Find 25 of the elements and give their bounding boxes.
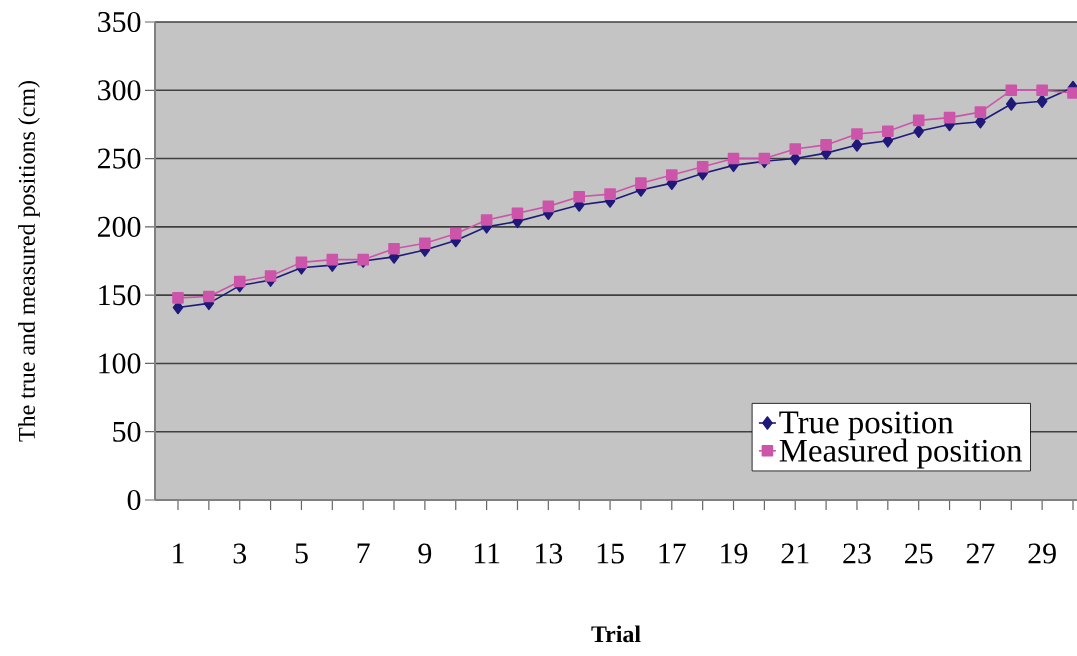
y-tick-label: 100 bbox=[99, 353, 141, 374]
x-tick-label: 19 bbox=[721, 543, 748, 564]
y-tick-label: 250 bbox=[97, 148, 141, 169]
y-axis-title: The true and measured positions (cm) bbox=[18, 81, 40, 442]
y-tick-label: 300 bbox=[98, 80, 141, 101]
x-tick-label: 1 bbox=[173, 543, 184, 564]
x-axis-title: Trial bbox=[591, 625, 641, 643]
x-tick-label: 21 bbox=[781, 543, 809, 564]
y-tick-label: 350 bbox=[98, 11, 141, 33]
x-tick-label: 7 bbox=[357, 543, 370, 564]
x-tick-label: 25 bbox=[905, 543, 933, 564]
x-tick-label: 13 bbox=[536, 543, 563, 564]
x-tick-label: 3 bbox=[233, 543, 247, 564]
y-tick-label: 150 bbox=[99, 285, 141, 306]
x-tick-label: 29 bbox=[1028, 543, 1056, 564]
x-tick-label: 15 bbox=[597, 543, 624, 564]
x-tick-label: 17 bbox=[659, 543, 686, 564]
y-tick-label: 0 bbox=[127, 489, 141, 511]
y-tick-label: 200 bbox=[97, 216, 141, 237]
x-tick-label: 5 bbox=[295, 543, 308, 564]
x-tick-label: 27 bbox=[966, 543, 995, 564]
x-tick-label: 23 bbox=[843, 543, 871, 564]
y-tick-label: 50 bbox=[113, 421, 141, 442]
x-tick-label: 11 bbox=[474, 543, 500, 564]
x-tick-label: 9 bbox=[418, 543, 432, 564]
